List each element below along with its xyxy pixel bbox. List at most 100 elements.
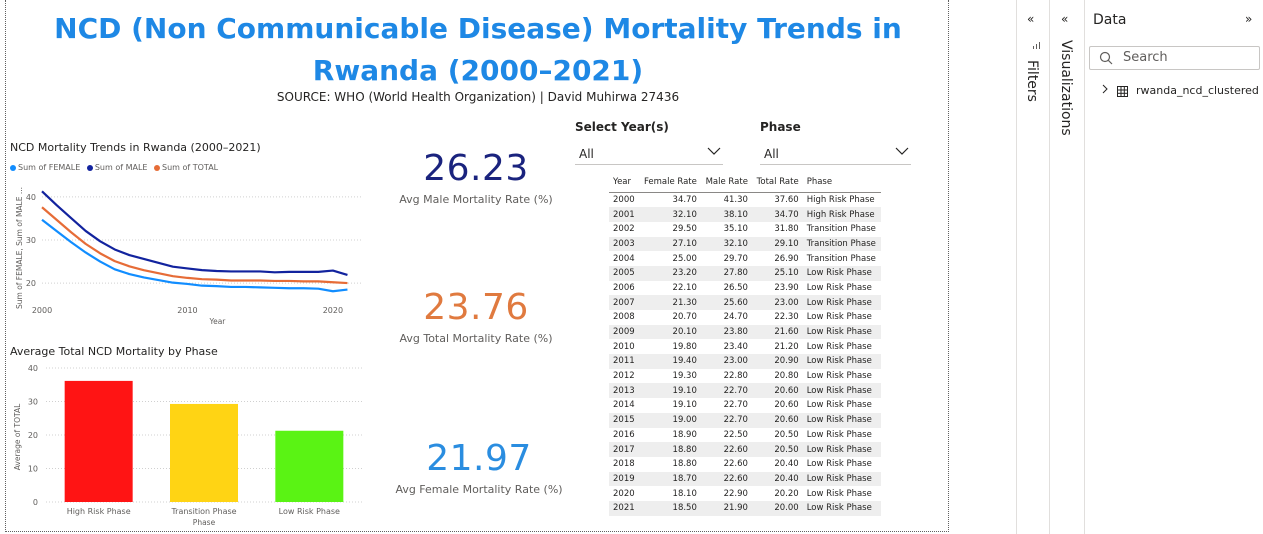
visualizations-pane[interactable]: « Visualizations [1049,0,1084,534]
table-row[interactable]: 2018 18.80 22.60 20.40 Low Risk Phase [609,457,881,472]
x-tick-label: Transition Phase [170,507,236,516]
year-slicer[interactable]: All [575,141,723,165]
data-table[interactable]: Year Female Rate Male Rate Total Rate Ph… [609,174,881,516]
table-row[interactable]: 2008 20.70 24.70 22.30 Low Risk Phase [609,310,881,325]
cell-phase: Low Risk Phase [802,442,881,457]
table-row[interactable]: 2009 20.10 23.80 21.60 Low Risk Phase [609,324,881,340]
cell-female-rate: 32.10 [639,207,701,222]
bar-chart-title: Average Total NCD Mortality by Phase [10,345,218,358]
cell-total-rate: 26.90 [774,253,799,264]
table-row[interactable]: 2007 21.30 25.60 23.00 Low Risk Phase [609,295,881,310]
visualizations-label[interactable]: Visualizations [1058,40,1074,136]
column-header-male[interactable]: Male Rate [700,174,752,193]
cell-phase: Low Risk Phase [806,400,872,411]
column-header-phase[interactable]: Phase [802,174,881,193]
table-row[interactable]: 2011 19.40 23.00 20.90 Low Risk Phase [609,354,881,369]
cell-male-rate: 22.60 [700,471,752,487]
line-chart-title: NCD Mortality Trends in Rwanda (2000–202… [10,141,261,154]
table-icon [1116,85,1128,97]
table-row[interactable]: 2001 32.10 38.10 34.70 High Risk Phase [609,207,881,222]
cell-phase: Low Risk Phase [802,354,881,369]
cell-male-rate: 23.80 [700,324,752,340]
table-row[interactable]: 2000 34.70 41.30 37.60 High Risk Phase [609,193,881,208]
bar-chart[interactable]: 0 10 20 30 40 High Risk Phase Transition Phase… [6,360,366,530]
table-row[interactable]: 2010 19.80 23.40 21.20 Low Risk Phase [609,339,881,354]
data-search-input[interactable]: Search [1089,46,1260,70]
table-row[interactable]: 2003 27.10 32.10 29.10 Transition Phase [609,236,881,252]
cell-phase: Transition Phase [806,253,876,264]
cell-total-rate: 21.60 [751,324,803,340]
cell-male-rate: 27.80 [700,265,752,281]
table-row[interactable]: 2014 19.10 22.70 20.60 Low Risk Phase [609,398,881,413]
cell-total-rate: 34.70 [751,207,803,222]
table-row[interactable]: 2013 19.10 22.70 20.60 Low Risk Phase [609,383,881,399]
cell-total-rate: 25.10 [751,265,803,281]
year-slicer-value: All [579,147,594,161]
cell-total-rate: 20.20 [774,488,799,499]
x-tick-label: 2000 [32,306,52,315]
filters-label[interactable]: Filters [1024,60,1040,102]
table-row[interactable]: 2019 18.70 22.60 20.40 Low Risk Phase [609,471,881,487]
cell-female-rate: 19.30 [672,371,697,382]
cell-female-rate: 20.10 [639,324,701,340]
y-tick-label: 40 [28,364,38,373]
chevron-down-icon [707,147,721,155]
series-line-sum-of-female [41,218,348,293]
kpi-female: 21.97 Avg Female Mortality Rate (%) [376,438,582,496]
table-row[interactable]: 2004 25.00 29.70 26.90 Transition Phase [609,251,881,266]
column-header-year[interactable]: Year [609,174,640,193]
data-table-item[interactable]: rwanda_ncd_clustered [1101,84,1259,97]
x-axis-label: Phase [193,518,216,527]
cell-year: 2003 [609,236,640,252]
cell-total-rate: 20.40 [774,459,799,470]
y-tick-label: 30 [28,398,38,407]
cell-phase: Low Risk Phase [806,488,872,499]
table-row[interactable]: 2006 22.10 26.50 23.90 Low Risk Phase [609,281,881,296]
table-row[interactable]: 2017 18.80 22.60 20.50 Low Risk Phase [609,442,881,457]
table-row[interactable]: 2020 18.10 22.90 20.20 Low Risk Phase [609,486,881,501]
kpi-female-label: Avg Female Mortality Rate (%) [395,483,563,496]
cell-male-rate: 22.90 [723,488,748,499]
bar-transition-phase [170,403,238,502]
cell-male-rate: 38.10 [700,207,752,222]
cell-phase: High Risk Phase [802,207,881,222]
cell-male-rate: 22.70 [700,383,752,399]
expand-right-icon[interactable]: » [1245,12,1253,26]
legend-female[interactable]: Sum of FEMALE [10,163,80,172]
collapse-left-icon[interactable]: « [1061,12,1069,26]
data-pane: Data » Search rwanda_ncd_clustered [1084,0,1263,534]
cell-year: 2000 [613,195,635,206]
legend-male[interactable]: Sum of MALE [86,163,147,172]
cell-female-rate: 19.10 [672,400,697,411]
table-row[interactable]: 2002 29.50 35.10 31.80 Transition Phase [609,222,881,237]
legend-total[interactable]: Sum of TOTAL [154,163,218,172]
cell-phase: Low Risk Phase [806,341,872,352]
cell-female-rate: 18.10 [672,488,697,499]
cell-female-rate: 19.00 [639,412,701,428]
cell-male-rate: 32.10 [700,236,752,252]
cell-year: 2018 [613,459,635,470]
line-chart[interactable]: 20 30 40 2000 2010 2020 Year Sum of FEMALE, Sum… [6,176,366,331]
table-row[interactable]: 2016 18.90 22.50 20.50 Low Risk Phase [609,428,881,443]
filters-pane[interactable]: « Filters [1016,0,1049,534]
collapse-left-icon[interactable]: « [1027,12,1035,26]
y-axis-label: Average of TOTAL [13,403,22,470]
series-line-sum-of-male [41,190,348,276]
x-tick-label: 2010 [177,306,197,315]
cell-male-rate: 22.60 [723,459,748,470]
phase-slicer-value: All [764,147,779,161]
cell-year: 2009 [609,324,640,340]
chevron-right-icon[interactable] [1101,84,1109,94]
kpi-total: 23.76 Avg Total Mortality Rate (%) [376,287,576,345]
column-header-female[interactable]: Female Rate [639,174,701,193]
column-header-total[interactable]: Total Rate [751,174,803,193]
phase-slicer[interactable]: All [760,141,911,165]
table-row[interactable]: 2005 23.20 27.80 25.10 Low Risk Phase [609,265,881,281]
cell-year: 2008 [613,312,635,323]
chevron-down-icon [895,147,909,155]
cell-male-rate: 22.60 [700,442,752,457]
table-row[interactable]: 2012 19.30 22.80 20.80 Low Risk Phase [609,369,881,384]
table-row[interactable]: 2021 18.50 21.90 20.00 Low Risk Phase [609,500,881,516]
legend-dot-icon [10,164,16,171]
table-row[interactable]: 2015 19.00 22.70 20.60 Low Risk Phase [609,412,881,428]
